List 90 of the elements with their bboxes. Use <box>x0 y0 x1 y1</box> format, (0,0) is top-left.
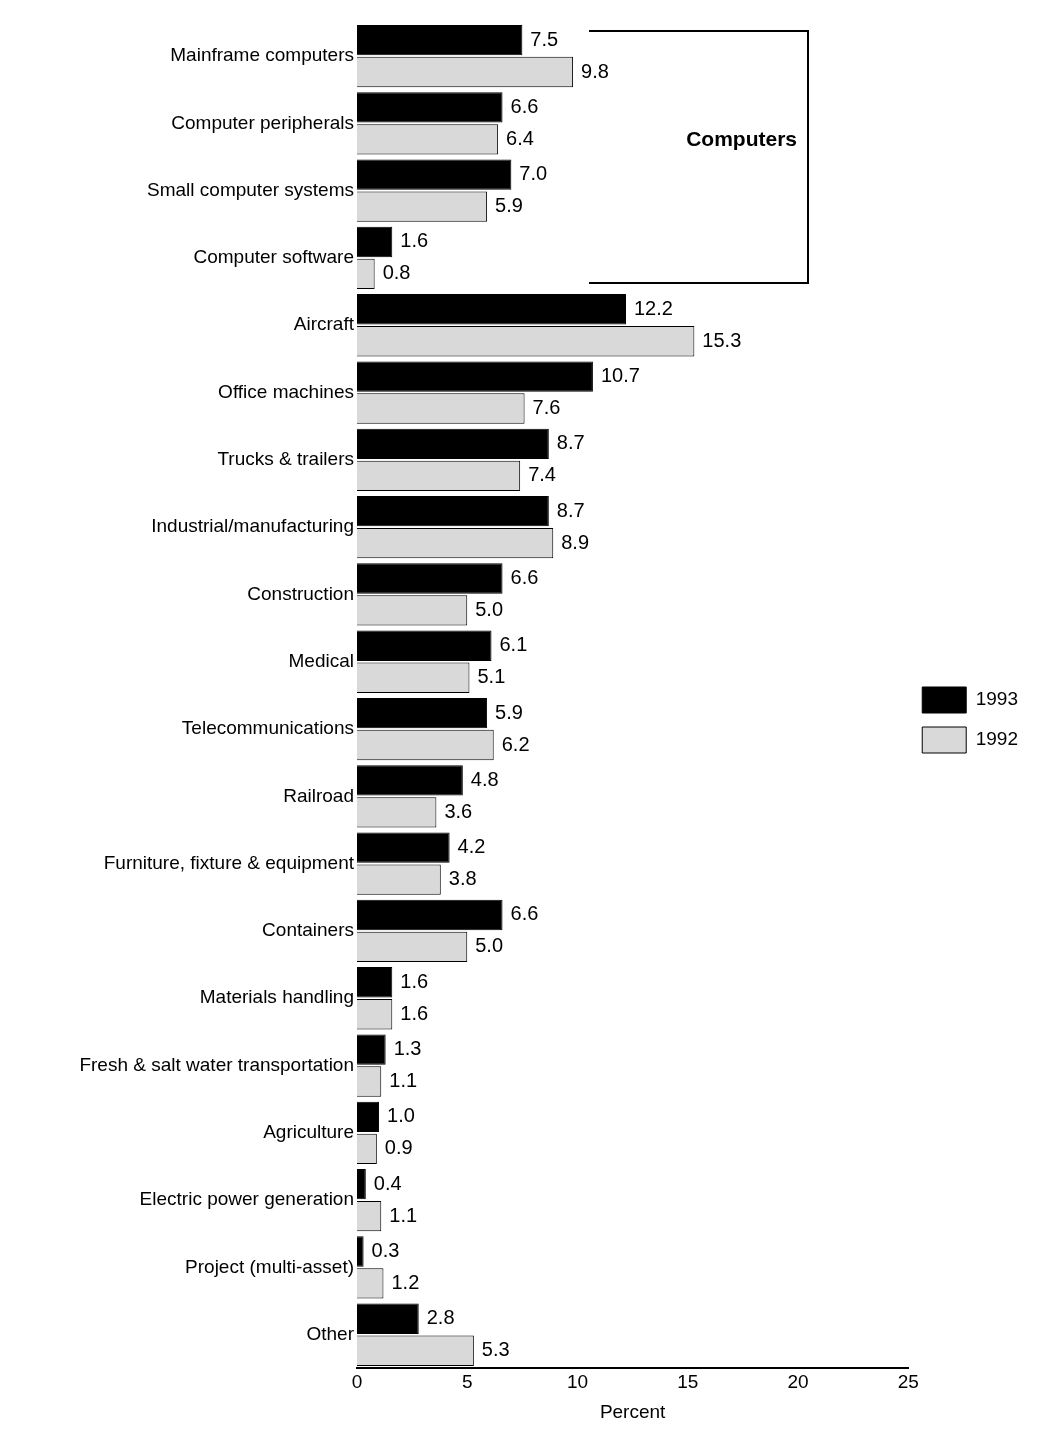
data-label: 5.0 <box>475 597 504 620</box>
y-tick-label: Small computer systems <box>147 178 354 200</box>
bar <box>357 1303 419 1334</box>
y-tick-label: Furniture, fixture & equipment <box>103 851 355 873</box>
data-label: 5.1 <box>477 665 506 688</box>
data-label: 1.0 <box>387 1104 415 1127</box>
data-label: 1.1 <box>389 1069 418 1092</box>
y-tick-label: Agriculture <box>263 1121 354 1143</box>
bar <box>357 765 463 796</box>
legend-label: 1992 <box>975 728 1019 750</box>
bar <box>357 159 512 190</box>
y-tick-label: Telecommunications <box>181 717 354 739</box>
x-tick-label: 0 <box>351 1371 363 1393</box>
y-tick-label: Electric power generation <box>139 1188 354 1210</box>
data-label: 15.3 <box>702 328 742 351</box>
data-label: 7.6 <box>532 396 561 419</box>
data-label: 0.8 <box>382 261 411 284</box>
y-tick-label: Trucks & trailers <box>217 448 354 470</box>
bar <box>357 226 393 258</box>
bar <box>357 428 549 460</box>
data-label: 8.7 <box>556 498 585 521</box>
y-tick-label: Medical <box>288 649 354 671</box>
bar <box>357 1101 380 1133</box>
x-axis-title: Percent <box>599 1400 667 1422</box>
data-label: 12.2 <box>634 296 673 319</box>
data-label: 10.7 <box>600 364 640 387</box>
y-tick-label: Aircraft <box>293 313 355 335</box>
y-tick-label: Containers <box>262 919 354 941</box>
data-label: 8.7 <box>556 431 585 454</box>
data-label: 6.6 <box>510 94 539 117</box>
bar <box>357 899 503 931</box>
x-tick-label: 10 <box>566 1371 589 1393</box>
data-label: 4.2 <box>457 835 486 858</box>
data-label: 1.6 <box>400 1001 429 1024</box>
data-label: 5.9 <box>495 700 523 723</box>
data-label: 2.8 <box>426 1306 455 1329</box>
data-label: 7.5 <box>530 27 559 50</box>
bar <box>357 495 549 527</box>
legend-label: 1993 <box>975 688 1019 710</box>
data-label: 6.6 <box>510 902 539 925</box>
y-tick-label: Office machines <box>218 380 354 402</box>
data-label: 0.9 <box>384 1136 413 1159</box>
x-tick-label: 15 <box>677 1371 699 1393</box>
data-label: 9.8 <box>581 59 609 82</box>
y-tick-label: Computer peripherals <box>171 111 354 133</box>
bar <box>357 1168 366 1200</box>
y-tick-label: Computer software <box>193 246 354 268</box>
data-label: 5.9 <box>495 194 523 217</box>
data-label: 0.4 <box>373 1171 402 1194</box>
y-tick-label: Project (multi-asset) <box>185 1255 354 1277</box>
y-tick-label: Mainframe computers <box>170 44 354 66</box>
y-tick-label: Construction <box>247 582 354 604</box>
data-label: 1.6 <box>400 969 429 992</box>
data-label: 5.0 <box>475 934 504 957</box>
data-label: 7.4 <box>528 463 556 486</box>
data-label: 1.1 <box>389 1203 418 1226</box>
data-label: 6.1 <box>499 633 528 656</box>
bar <box>357 1034 386 1065</box>
data-label: 6.2 <box>501 732 530 755</box>
x-tick-label: 5 <box>461 1371 473 1393</box>
bar <box>357 24 523 56</box>
data-label: 8.9 <box>561 530 590 553</box>
y-tick-label: Materials handling <box>199 986 354 1008</box>
data-label: 3.6 <box>444 799 473 822</box>
data-label: 1.3 <box>393 1037 422 1060</box>
y-tick-label: Industrial/manufacturing <box>151 515 354 537</box>
data-label: 5.3 <box>481 1338 510 1361</box>
data-label: 1.2 <box>391 1270 420 1293</box>
y-tick-label: Fresh & salt water transportation <box>79 1053 354 1075</box>
bar <box>357 563 503 594</box>
data-label: 6.6 <box>510 565 539 588</box>
bar <box>357 1236 364 1267</box>
bar <box>357 967 393 998</box>
bar <box>357 294 626 325</box>
data-label: 3.8 <box>448 867 477 890</box>
data-label: 0.3 <box>371 1238 400 1261</box>
y-tick-label: Other <box>306 1322 355 1344</box>
y-tick-label: Railroad <box>283 784 354 806</box>
x-tick-label: 20 <box>787 1371 809 1393</box>
data-label: 1.6 <box>400 229 429 252</box>
bar <box>357 361 593 392</box>
data-label: 4.8 <box>470 767 499 790</box>
bar <box>357 832 450 863</box>
bar <box>357 697 488 729</box>
x-tick-label: 25 <box>897 1371 919 1393</box>
bar <box>357 92 503 123</box>
data-label: 6.4 <box>506 126 534 149</box>
bar <box>357 630 492 661</box>
data-label: 7.0 <box>519 162 548 185</box>
annotation: Computers <box>686 126 797 151</box>
